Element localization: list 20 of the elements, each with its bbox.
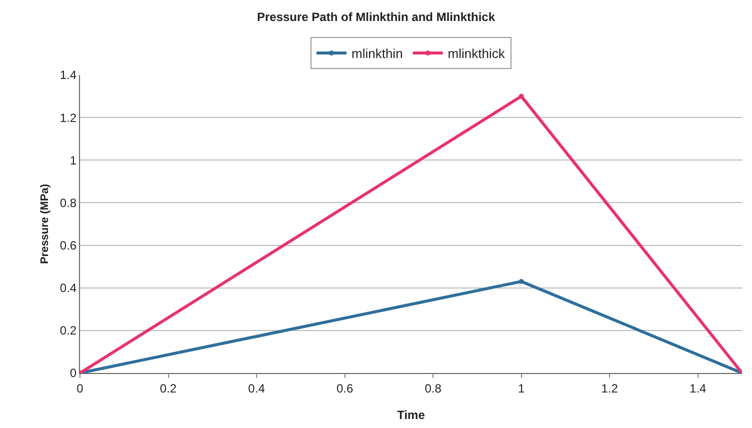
y-axis-title: Pressure (MPa) xyxy=(39,184,51,264)
legend-label: mlinkthick xyxy=(448,46,506,62)
x-tick-label: 0.6 xyxy=(336,381,354,396)
x-tick-label: 0.4 xyxy=(248,381,266,396)
x-tick-label: 1.4 xyxy=(690,381,707,396)
y-tick-label: 0.4 xyxy=(60,281,77,296)
y-tick-label: 0 xyxy=(70,366,77,380)
y-tick-label: 1.4 xyxy=(60,68,77,82)
y-tick-label: 1.2 xyxy=(60,110,77,125)
y-tick-label: 0.8 xyxy=(60,196,77,210)
x-tick-label: 1 xyxy=(518,381,525,396)
x-tick-label: 1.2 xyxy=(601,381,618,396)
y-tick-label: 1 xyxy=(70,153,77,168)
x-tick-label: 0.2 xyxy=(160,381,177,396)
y-tick-label: 0.6 xyxy=(60,238,77,252)
x-axis-title: Time xyxy=(397,408,426,422)
legend-label: mlinkthin xyxy=(352,46,403,62)
chart-title: Pressure Path of Mlinkthin and Mlinkthick xyxy=(256,10,496,24)
x-tick-label: 0.8 xyxy=(424,381,442,396)
y-tick-label: 0.2 xyxy=(60,324,77,338)
